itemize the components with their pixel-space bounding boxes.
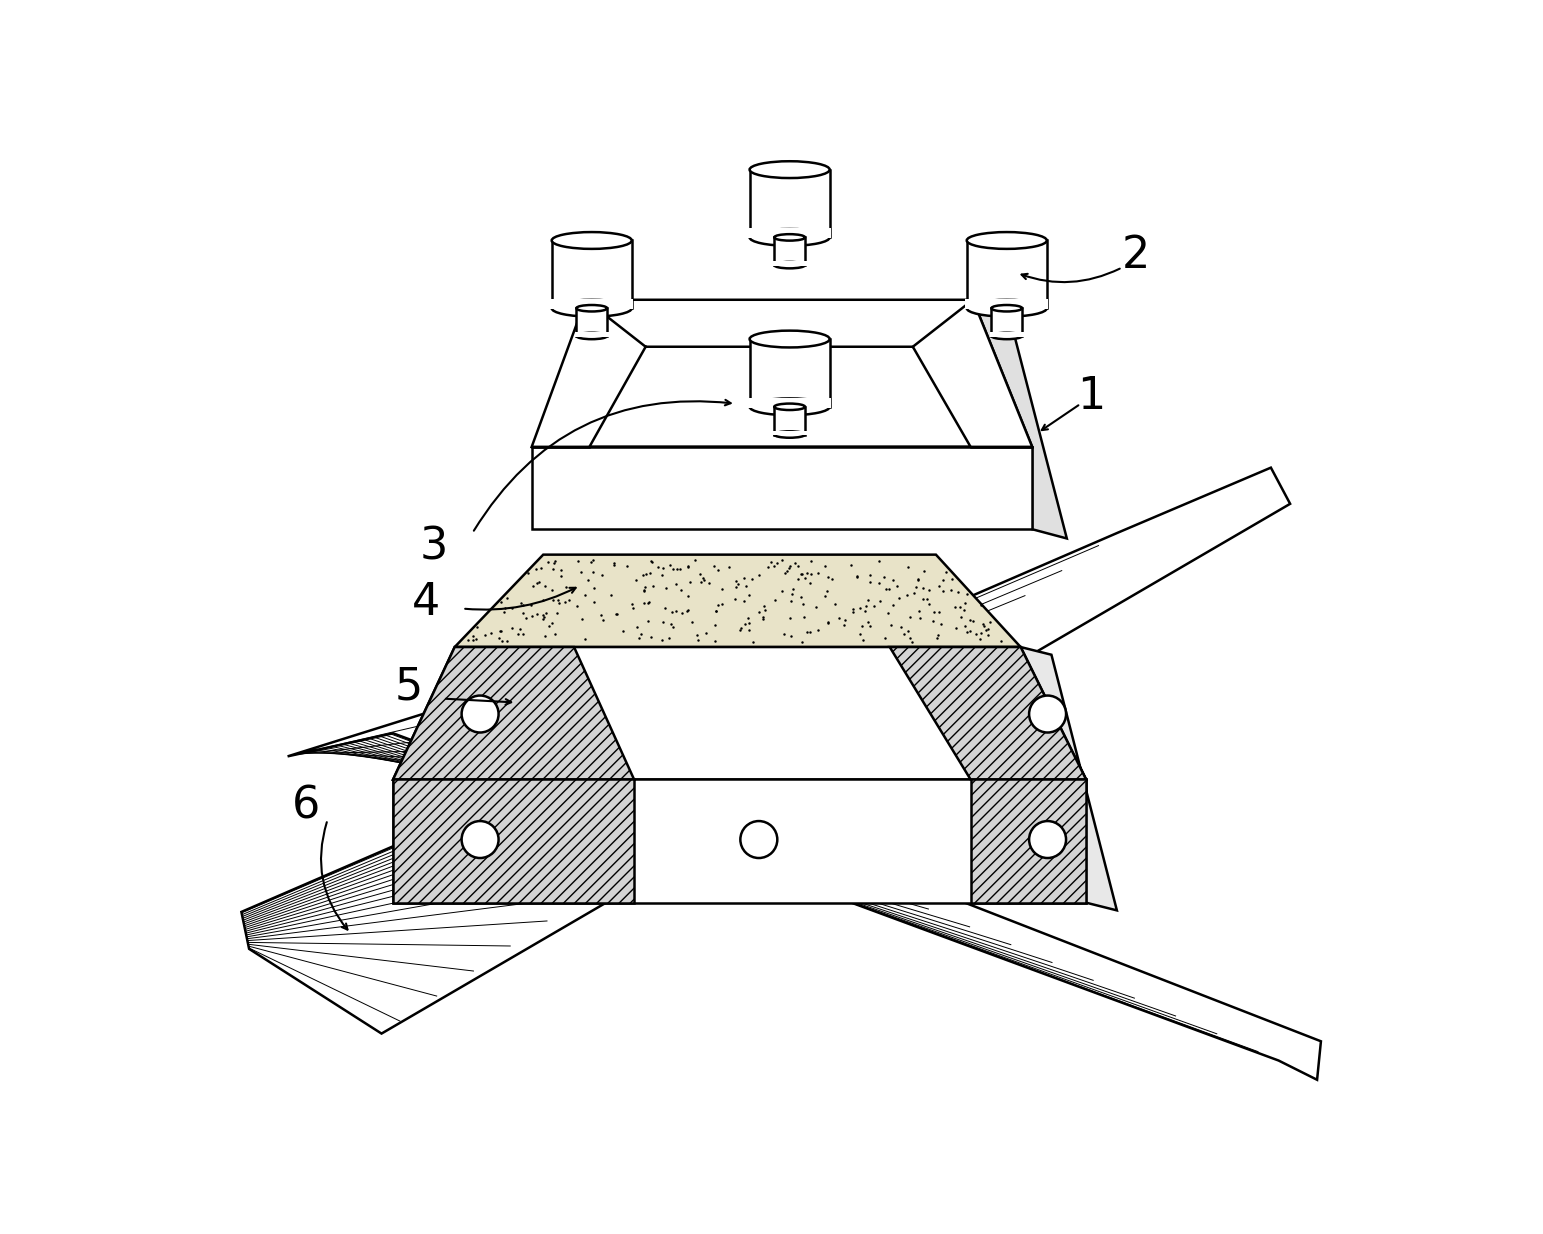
Ellipse shape <box>775 262 805 268</box>
Polygon shape <box>577 308 606 336</box>
Ellipse shape <box>967 300 1046 317</box>
Ellipse shape <box>775 234 805 241</box>
Ellipse shape <box>775 432 805 438</box>
Circle shape <box>461 696 498 733</box>
Text: 2: 2 <box>1122 234 1151 278</box>
Polygon shape <box>989 332 1023 337</box>
Text: 3: 3 <box>420 526 447 569</box>
Ellipse shape <box>991 333 1021 339</box>
Polygon shape <box>748 397 832 407</box>
Text: 4: 4 <box>412 581 440 624</box>
Polygon shape <box>532 300 1032 447</box>
Polygon shape <box>991 308 1021 336</box>
Ellipse shape <box>750 399 830 415</box>
Polygon shape <box>966 299 1048 308</box>
Polygon shape <box>775 407 805 434</box>
Circle shape <box>1029 821 1066 858</box>
Ellipse shape <box>552 300 631 317</box>
Polygon shape <box>748 228 832 238</box>
Polygon shape <box>775 237 805 265</box>
Ellipse shape <box>750 331 830 348</box>
Polygon shape <box>974 300 1066 538</box>
Ellipse shape <box>991 305 1021 311</box>
Polygon shape <box>750 339 830 407</box>
Circle shape <box>741 821 778 858</box>
Polygon shape <box>393 647 634 780</box>
Polygon shape <box>773 262 807 265</box>
Ellipse shape <box>967 232 1046 249</box>
Polygon shape <box>1020 647 1117 911</box>
Text: 6: 6 <box>292 785 321 828</box>
Polygon shape <box>576 332 608 337</box>
Text: 5: 5 <box>395 665 423 708</box>
Polygon shape <box>750 169 830 237</box>
Polygon shape <box>773 431 807 436</box>
Polygon shape <box>551 299 633 308</box>
Polygon shape <box>532 447 1032 529</box>
Polygon shape <box>241 468 1290 1034</box>
Polygon shape <box>393 780 1086 903</box>
Ellipse shape <box>775 404 805 410</box>
Ellipse shape <box>750 230 830 246</box>
Polygon shape <box>890 647 1086 780</box>
Polygon shape <box>455 554 1020 647</box>
Polygon shape <box>393 780 634 903</box>
Polygon shape <box>967 241 1046 308</box>
Ellipse shape <box>577 333 606 339</box>
Circle shape <box>1029 696 1066 733</box>
Ellipse shape <box>552 232 631 249</box>
Polygon shape <box>393 647 1086 780</box>
Circle shape <box>461 821 498 858</box>
Text: 1: 1 <box>1077 375 1106 417</box>
Polygon shape <box>971 780 1086 903</box>
Polygon shape <box>552 241 631 308</box>
Ellipse shape <box>750 162 830 178</box>
Ellipse shape <box>577 305 606 311</box>
Polygon shape <box>287 705 1321 1080</box>
